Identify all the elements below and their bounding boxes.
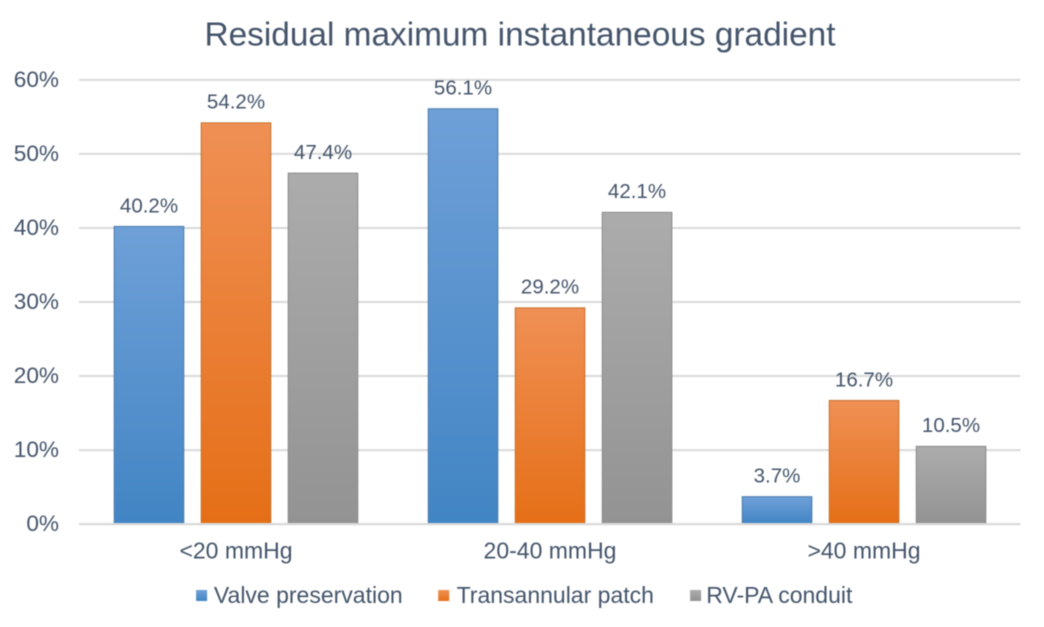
svg-text:Transannular patch: Transannular patch <box>457 582 654 608</box>
svg-text:10.5%: 10.5% <box>922 414 980 437</box>
svg-text:3.7%: 3.7% <box>754 465 801 488</box>
svg-text:47.4%: 47.4% <box>294 141 352 164</box>
svg-text:20%: 20% <box>14 363 59 388</box>
svg-text:50%: 50% <box>14 141 59 166</box>
svg-text:56.1%: 56.1% <box>434 77 492 100</box>
svg-text:40.2%: 40.2% <box>120 194 178 217</box>
svg-text:40%: 40% <box>14 215 59 240</box>
svg-text:0%: 0% <box>26 511 59 536</box>
svg-text:16.7%: 16.7% <box>835 368 893 391</box>
svg-text:>40 mmHg: >40 mmHg <box>807 538 920 564</box>
svg-text:Residual maximum instantaneous: Residual maximum instantaneous gradient <box>204 17 836 54</box>
svg-text:Valve preservation: Valve preservation <box>214 582 403 608</box>
svg-text:54.2%: 54.2% <box>207 91 265 114</box>
svg-text:10%: 10% <box>14 437 59 462</box>
svg-text:30%: 30% <box>14 289 59 314</box>
svg-text:20-40 mmHg: 20-40 mmHg <box>484 538 617 564</box>
svg-text:29.2%: 29.2% <box>521 276 579 299</box>
svg-text:RV-PA conduit: RV-PA conduit <box>706 582 853 608</box>
svg-text:42.1%: 42.1% <box>608 180 666 203</box>
svg-text:<20 mmHg: <20 mmHg <box>179 538 292 564</box>
svg-text:60%: 60% <box>14 67 59 92</box>
